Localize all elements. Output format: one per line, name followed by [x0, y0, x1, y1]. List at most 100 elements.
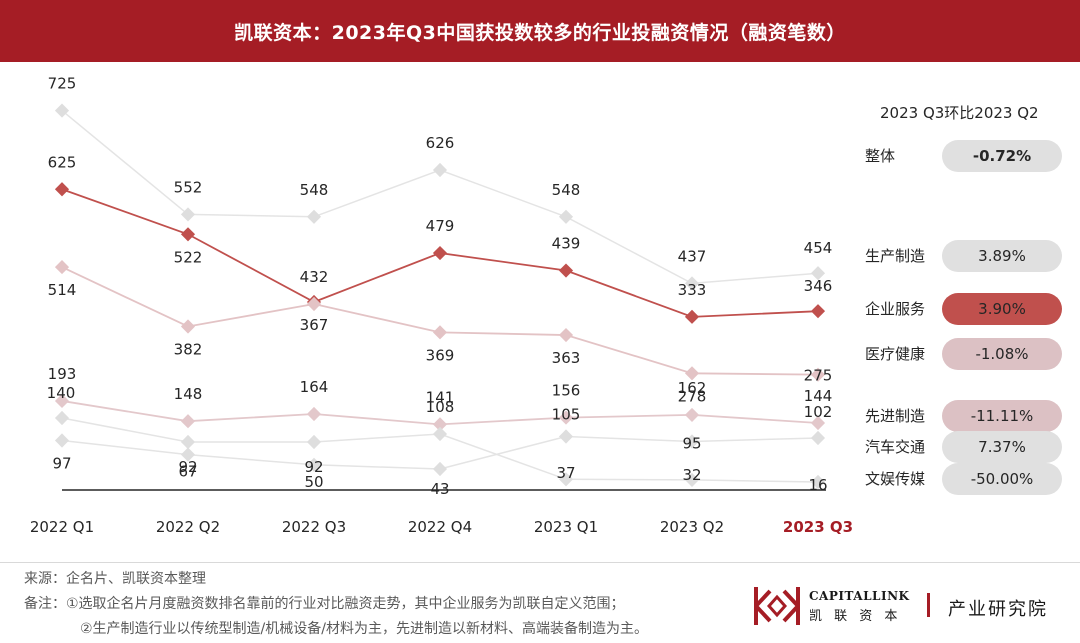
qoq-label: 先进制造 [865, 407, 926, 425]
data-label: 439 [552, 235, 581, 253]
data-point-marker [810, 367, 826, 382]
data-point-marker [432, 245, 448, 261]
qoq-row-media: 文娱传媒 -50.00% [860, 460, 1070, 496]
data-label: 432 [300, 268, 329, 286]
data-label: 437 [678, 247, 707, 265]
remark-note-1: 备注：①选取企名片月度融资数排名靠前的行业对比融资走势，其中企业服务为凯联自定义… [24, 596, 625, 612]
qoq-label: 整体 [865, 147, 896, 165]
data-point-marker [432, 325, 448, 340]
data-point-marker [558, 410, 574, 425]
data-label: 95 [682, 435, 701, 453]
data-point-marker [432, 461, 448, 477]
qoq-label: 生产制造 [865, 247, 926, 265]
data-point-marker [558, 429, 574, 444]
data-point-marker [684, 309, 700, 324]
qoq-row-medical: 医疗健康 -1.08% [860, 335, 1070, 371]
data-label: 108 [426, 398, 455, 416]
data-point-marker [306, 457, 322, 472]
data-label: 37 [556, 464, 575, 482]
data-point-marker [54, 433, 70, 448]
data-point-marker [432, 417, 448, 432]
qoq-row-overall: 整体 -0.72% [860, 137, 1070, 173]
source-note: 来源：企名片、凯联资本整理 [24, 571, 206, 587]
data-label: 454 [804, 239, 833, 257]
data-label: 16 [808, 476, 827, 494]
qoq-panel: 2023 Q3环比2023 Q2 整体 -0.72% 生产制造 3.89% 企业… [860, 62, 1080, 562]
data-point-marker [306, 434, 322, 450]
x-tick-label: 2023 Q3 [783, 518, 853, 536]
qoq-label: 汽车交通 [865, 438, 926, 456]
qoq-row-auto: 汽车交通 7.37% [860, 428, 1070, 464]
data-label: 97 [52, 455, 71, 473]
data-label: 278 [678, 387, 707, 405]
logo-divider [927, 593, 930, 617]
qoq-row-advanced: 先进制造 -11.11% [860, 397, 1070, 433]
data-label: 382 [174, 341, 203, 359]
data-point-marker [684, 276, 700, 291]
data-point-marker [54, 260, 70, 275]
data-point-marker [432, 426, 448, 442]
data-point-marker [558, 209, 574, 224]
data-point-marker [180, 434, 196, 450]
data-label: 552 [174, 178, 203, 196]
data-label: 141 [426, 388, 455, 406]
data-label: 67 [178, 463, 197, 481]
data-point-marker [558, 327, 574, 343]
qoq-pill: -50.00% [942, 463, 1062, 495]
data-label: 43 [430, 480, 449, 498]
qoq-pill: -11.11% [942, 400, 1062, 432]
data-point-marker [180, 447, 196, 462]
logo-text-cn: 凯 联 资 本 [809, 609, 902, 624]
chart-title-bar: 凯联资本：2023年Q3中国获投数较多的行业投融资情况（融资笔数） [0, 0, 1080, 62]
qoq-pill: -0.72% [942, 140, 1062, 172]
qoq-row-enterprise: 企业服务 3.90% [860, 290, 1070, 326]
data-point-marker [306, 406, 322, 422]
x-tick-label: 2022 Q2 [156, 518, 220, 536]
logo-tagline: 产业研究院 [948, 599, 1048, 620]
data-label: 626 [426, 134, 455, 152]
data-label: 162 [678, 379, 707, 397]
x-tick-label: 2022 Q3 [282, 518, 346, 536]
data-label: 514 [48, 281, 77, 299]
data-label: 32 [682, 466, 701, 484]
qoq-label: 企业服务 [865, 300, 926, 318]
data-label: 363 [552, 349, 581, 367]
data-label: 548 [552, 181, 581, 199]
data-point-marker [558, 472, 574, 487]
data-label: 725 [48, 75, 77, 93]
data-point-marker [684, 407, 700, 422]
data-label: 144 [804, 387, 833, 405]
data-point-marker [810, 266, 826, 281]
data-label: 369 [426, 346, 455, 364]
qoq-pill: 7.37% [942, 431, 1062, 463]
data-label: 625 [48, 153, 77, 171]
data-label: 50 [304, 473, 323, 491]
x-tick-label: 2022 Q4 [408, 518, 472, 536]
line-chart: 725 552 548 626 548 437 454 625 522 367 479 439 333 3… [30, 75, 853, 536]
data-point-marker [810, 430, 826, 446]
data-point-marker [306, 209, 322, 224]
data-label: 164 [300, 378, 329, 396]
data-label: 92 [178, 458, 197, 476]
data-label: 548 [300, 181, 329, 199]
data-point-marker [180, 207, 196, 222]
footer-divider [0, 562, 1080, 563]
data-point-marker [810, 415, 826, 431]
data-label: 193 [48, 365, 77, 383]
data-label: 522 [174, 248, 203, 266]
data-point-marker [432, 162, 448, 178]
x-tick-label: 2023 Q1 [534, 518, 598, 536]
data-point-marker [54, 393, 70, 409]
data-label: 156 [552, 382, 581, 400]
qoq-label: 医疗健康 [865, 345, 926, 363]
data-point-marker [684, 366, 700, 381]
data-label: 275 [804, 367, 833, 385]
data-point-marker [180, 414, 196, 429]
data-point-marker [54, 410, 70, 426]
logo-text-en: CAPITALLINK [809, 589, 910, 603]
chart-title: 凯联资本：2023年Q3中国获投数较多的行业投融资情况（融资笔数） [234, 21, 846, 44]
qoq-header: 2023 Q3环比2023 Q2 [880, 104, 1039, 122]
data-label: 333 [678, 281, 707, 299]
qoq-row-manufacturing: 生产制造 3.89% [860, 237, 1070, 273]
data-label: 479 [426, 217, 455, 235]
